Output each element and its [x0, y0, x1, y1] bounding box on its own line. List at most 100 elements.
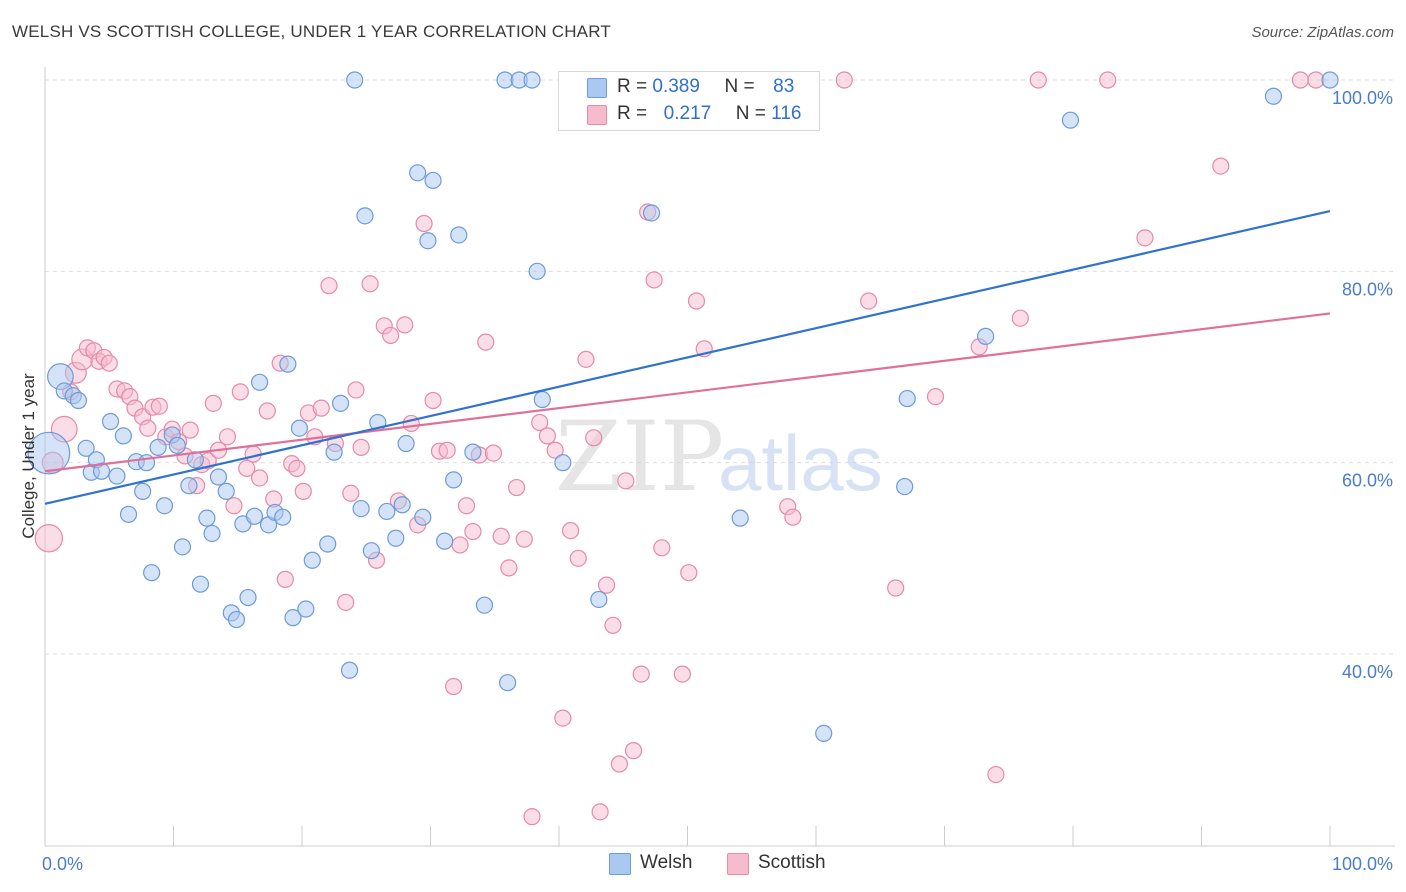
welsh-point: [155, 497, 174, 515]
scottish-point: [687, 292, 706, 310]
scottish-point: [546, 441, 564, 459]
scottish-point: [569, 549, 587, 567]
welsh-point: [352, 499, 370, 518]
welsh-point: [340, 661, 359, 679]
welsh-point: [450, 226, 468, 244]
welsh-point: [69, 391, 88, 410]
scottish-point: [1029, 71, 1047, 89]
scottish-point: [218, 428, 237, 446]
scottish-point: [680, 564, 698, 582]
scottish-point: [352, 438, 370, 456]
legend-row-scottish: R = 0.217 N = 116: [617, 103, 801, 125]
scottish-point: [492, 527, 510, 545]
gridlines: [45, 79, 1395, 655]
legend-row-welsh: R = 0.389 N = 83: [617, 76, 794, 98]
scottish-point: [100, 354, 118, 372]
scottish-point: [1011, 309, 1029, 327]
scottish-point: [561, 521, 580, 540]
scottish-point: [288, 459, 306, 478]
scottish-point: [276, 570, 294, 588]
scottish-point: [150, 397, 168, 415]
scottish-point: [438, 441, 456, 459]
scottish-point: [926, 388, 945, 406]
legend: R = 0.389 N = 83 R = 0.217 N = 116: [558, 71, 820, 131]
welsh-point: [331, 394, 350, 412]
scottish-point: [538, 427, 557, 445]
welsh-point: [731, 509, 749, 527]
scottish-point: [784, 508, 802, 526]
scottish-point: [1212, 157, 1230, 175]
scottish-point: [396, 316, 414, 334]
welsh-point: [209, 468, 228, 486]
scottish-point: [464, 522, 482, 541]
scottish-point: [1291, 71, 1310, 89]
y-axis-label: College, Under 1 year: [19, 373, 38, 539]
welsh-point: [1321, 71, 1339, 89]
scottish-point: [500, 559, 518, 577]
scottish-point: [457, 497, 476, 515]
welsh-point: [977, 327, 995, 345]
scottish-point: [577, 350, 595, 368]
welsh-point: [464, 443, 482, 461]
welsh-point: [1061, 111, 1080, 129]
scottish-point: [250, 469, 269, 487]
welsh-point: [250, 373, 269, 391]
welsh-point: [397, 434, 415, 453]
scottish-point: [402, 414, 420, 433]
scottish-point: [231, 383, 249, 401]
welsh-point: [815, 724, 833, 743]
scottish-point: [415, 214, 433, 233]
welsh-point: [108, 467, 126, 485]
legend-scottish-n-label: N =: [735, 103, 766, 124]
scottish-point: [591, 803, 609, 821]
watermark-atlas: atlas: [718, 419, 883, 507]
welsh-point: [284, 609, 302, 627]
scottish-point: [361, 275, 379, 293]
welsh-point: [362, 542, 380, 560]
scottish-point: [610, 755, 628, 773]
y-tick-label: 100.0%: [1332, 88, 1393, 108]
scottish-point: [320, 277, 338, 295]
scottish-point: [445, 677, 463, 696]
y-tick-label: 40.0%: [1342, 662, 1393, 682]
legend-scottish-r-label: R =: [617, 103, 648, 124]
scottish-point: [887, 579, 905, 597]
scottish-point: [484, 444, 503, 462]
scottish-point: [451, 536, 469, 554]
welsh-point: [143, 564, 161, 582]
scottish-point: [632, 665, 650, 683]
scottish-point: [1136, 229, 1154, 247]
welsh-trend-line: [44, 209, 1331, 505]
welsh-point: [346, 71, 364, 89]
legend-welsh-n-label: N =: [724, 76, 755, 97]
scottish-point: [515, 530, 533, 548]
trend-lines: [44, 209, 1331, 505]
x-tick-label: 0.0%: [42, 854, 83, 874]
scottish-point: [645, 271, 663, 289]
welsh-point: [356, 207, 374, 225]
welsh-point: [203, 524, 221, 543]
welsh-point: [303, 551, 321, 569]
scottish-point: [347, 381, 365, 399]
y-tick-label: 80.0%: [1342, 279, 1393, 299]
welsh-point: [898, 389, 916, 408]
welsh-point: [445, 471, 463, 489]
welsh-point: [475, 596, 494, 614]
scottish-point: [860, 292, 878, 310]
scottish-point: [987, 765, 1005, 784]
scottish-point: [624, 742, 643, 760]
legend-scottish-r-value: 0.217: [663, 103, 712, 124]
scottish-point: [477, 333, 495, 351]
watermark: ZIP atlas: [555, 401, 883, 513]
scottish-point: [34, 524, 64, 553]
welsh-point: [1264, 87, 1283, 105]
welsh-point: [528, 262, 546, 280]
chart-title: WELSH VS SCOTTISH COLLEGE, UNDER 1 YEAR …: [12, 22, 611, 41]
legend-welsh-r-label: R =: [617, 76, 648, 97]
welsh-point: [319, 535, 337, 553]
legend-welsh-n-value: 83: [773, 76, 795, 97]
welsh-point: [119, 505, 138, 523]
welsh-point: [198, 509, 216, 527]
welsh-point: [134, 482, 152, 500]
